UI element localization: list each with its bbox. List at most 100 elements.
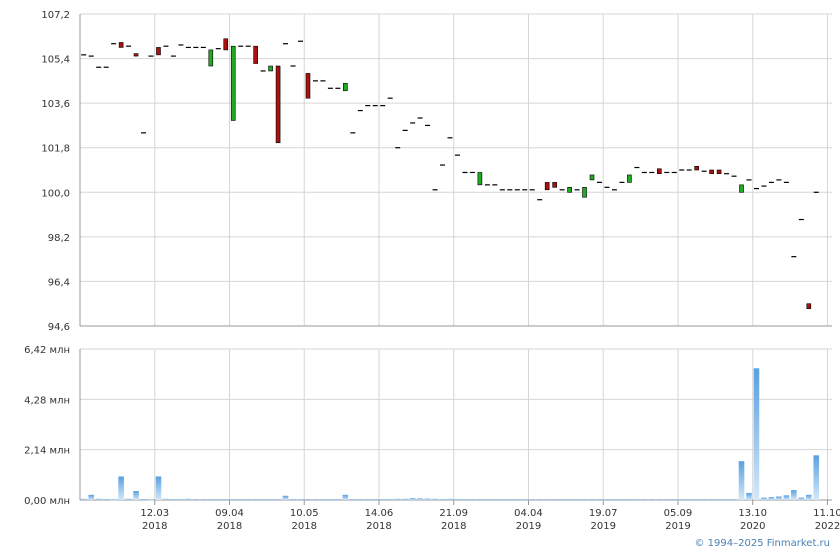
volume-bar — [805, 494, 812, 500]
x-tick-label-date: 21.09 — [439, 508, 468, 519]
price-candle — [739, 184, 744, 193]
volume-bar — [686, 499, 692, 501]
volume-bar — [125, 498, 132, 500]
price-candle — [156, 47, 161, 56]
volume-bar — [260, 499, 266, 501]
x-tick-label-date: 11.10 — [813, 508, 840, 519]
volume-bar — [693, 499, 700, 501]
volume-bar — [813, 455, 820, 500]
price-candle — [268, 65, 273, 72]
volume-bar — [716, 499, 722, 501]
volume-bar — [320, 499, 326, 501]
volume-bar — [342, 494, 349, 500]
volume-bar — [193, 499, 199, 501]
volume-tick-label: 0,00 млн — [24, 496, 70, 507]
volume-bar — [222, 499, 229, 501]
volume-bar — [290, 499, 296, 501]
volume-bar — [589, 499, 595, 501]
volume-bar — [619, 499, 625, 501]
price-tick-label: 100,0 — [41, 188, 70, 199]
price-candle — [477, 172, 483, 186]
x-axis: 12.03 2018 09.04 2018 10.05 2018 14.06 2018 21.0… — [140, 500, 840, 532]
volume-bar — [155, 476, 162, 500]
volume-bar — [409, 498, 416, 500]
volume-bar — [163, 498, 169, 500]
volume-bar — [462, 499, 468, 501]
volume-bar — [245, 499, 251, 501]
price-candle — [582, 187, 587, 198]
x-tick-label-year: 2022 — [815, 521, 840, 532]
volume-bar — [641, 499, 648, 501]
volume-bar — [768, 497, 775, 500]
volume-bar — [783, 495, 790, 500]
volume-bar — [118, 476, 124, 500]
price-candle — [118, 42, 124, 48]
volume-bar — [364, 499, 371, 501]
volume-bar — [379, 499, 386, 501]
volume-bar — [506, 499, 513, 501]
volume-bar — [103, 499, 109, 501]
volume-bar — [521, 499, 528, 501]
volume-bar — [499, 499, 506, 501]
price-tick-label: 96,4 — [48, 277, 70, 288]
volume-bar — [208, 499, 214, 501]
x-tick-label-year: 2018 — [142, 521, 167, 532]
price-candle — [223, 38, 229, 51]
volume-bar — [581, 499, 588, 501]
volume-bar — [731, 499, 737, 501]
price-tick-label: 98,2 — [48, 233, 70, 244]
volume-bar — [798, 497, 805, 500]
x-tick-label-date: 10.05 — [290, 508, 319, 519]
volume-bar — [649, 499, 655, 501]
x-tick-label-date: 19.07 — [589, 508, 618, 519]
volume-bar — [275, 499, 281, 501]
volume-bar — [215, 499, 222, 501]
price-tick-label: 101,8 — [41, 144, 70, 155]
price-tick-label: 103,6 — [41, 99, 70, 110]
volume-bar — [663, 499, 670, 501]
volume-bar — [484, 499, 491, 501]
volume-bar — [237, 499, 244, 501]
x-tick-label-date: 05.09 — [664, 508, 693, 519]
x-tick-label-year: 2020 — [740, 521, 765, 532]
volume-bar — [708, 499, 715, 501]
x-tick-label-year: 2019 — [516, 521, 541, 532]
volume-bar — [417, 498, 423, 500]
volume-bar — [469, 499, 476, 501]
volume-tick-label: 2,14 млн — [24, 446, 70, 457]
volume-bar — [454, 499, 461, 501]
volume-bar — [80, 498, 87, 500]
volume-bar — [170, 499, 177, 501]
volume-bar — [723, 499, 730, 501]
price-candle — [552, 182, 557, 188]
volume-bar — [88, 494, 95, 500]
volume-bar — [738, 461, 745, 500]
volume-bar — [267, 499, 274, 501]
volume-tick-label: 4,28 млн — [24, 395, 70, 406]
volume-bar — [148, 499, 154, 501]
volume-bar — [746, 492, 752, 500]
volume-bar — [432, 498, 438, 500]
price-candle — [656, 168, 662, 175]
volume-bar — [282, 495, 289, 500]
price-candle — [253, 45, 258, 64]
volume-bar — [387, 499, 394, 501]
volume-bar — [350, 499, 356, 501]
volume-bar — [701, 499, 707, 501]
volume-bar — [574, 499, 580, 501]
volume-bar — [604, 499, 610, 501]
price-candle — [567, 187, 572, 193]
volume-bar — [566, 499, 573, 501]
price-candle — [627, 174, 632, 183]
copyright-credit[interactable]: © 1994–2025 Finmarket.ru — [694, 538, 830, 549]
price-candle — [208, 49, 214, 67]
volume-bar — [178, 499, 184, 501]
volume-bar — [761, 497, 767, 500]
price-panel: 107,2 105,4 103,6 101,8 100,0 98,2 96,4 94,6 — [41, 10, 832, 333]
volume-tick-label: 6,42 млн — [24, 345, 70, 356]
price-candle — [343, 83, 348, 92]
price-candle — [709, 169, 714, 175]
volume-bar — [327, 499, 334, 501]
price-candle — [589, 174, 595, 181]
